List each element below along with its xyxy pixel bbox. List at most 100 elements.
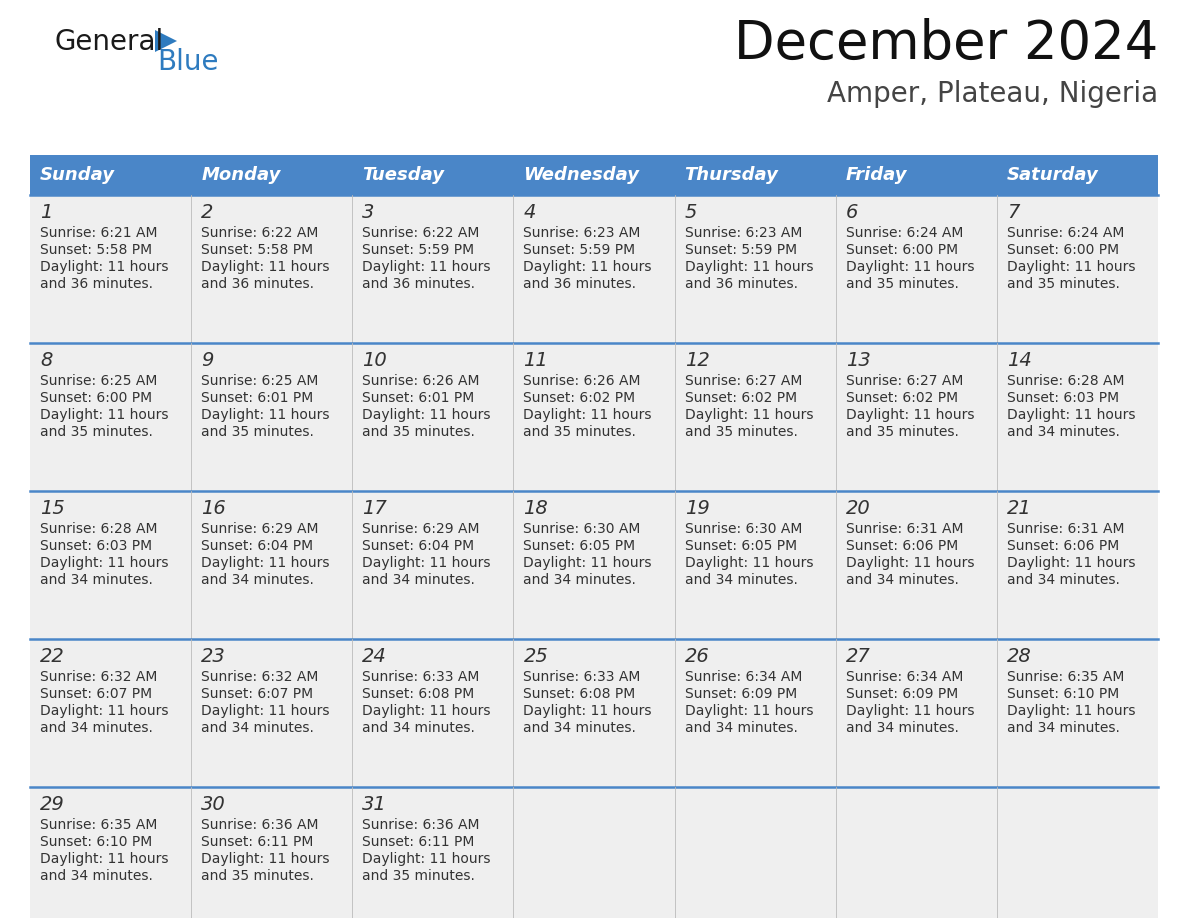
Text: 10: 10: [362, 351, 387, 370]
Text: 2: 2: [201, 203, 214, 222]
Text: Sunset: 6:06 PM: Sunset: 6:06 PM: [1007, 539, 1119, 553]
Text: 3: 3: [362, 203, 374, 222]
Text: Daylight: 11 hours: Daylight: 11 hours: [846, 408, 974, 422]
Text: Daylight: 11 hours: Daylight: 11 hours: [362, 260, 491, 274]
Text: Sunrise: 6:29 AM: Sunrise: 6:29 AM: [362, 522, 480, 536]
Text: 25: 25: [524, 647, 548, 666]
Text: 16: 16: [201, 499, 226, 518]
Polygon shape: [154, 30, 177, 52]
Text: 13: 13: [846, 351, 871, 370]
Text: Sunset: 6:07 PM: Sunset: 6:07 PM: [40, 687, 152, 701]
Text: Sunrise: 6:27 AM: Sunrise: 6:27 AM: [846, 374, 963, 388]
Text: and 35 minutes.: and 35 minutes.: [846, 277, 959, 291]
Text: 18: 18: [524, 499, 548, 518]
Text: Daylight: 11 hours: Daylight: 11 hours: [846, 556, 974, 570]
Text: and 34 minutes.: and 34 minutes.: [201, 573, 314, 587]
Text: Daylight: 11 hours: Daylight: 11 hours: [524, 260, 652, 274]
Text: 15: 15: [40, 499, 65, 518]
Text: and 36 minutes.: and 36 minutes.: [362, 277, 475, 291]
Text: 5: 5: [684, 203, 697, 222]
Text: and 35 minutes.: and 35 minutes.: [524, 425, 637, 439]
Text: 24: 24: [362, 647, 387, 666]
Text: Sunset: 6:03 PM: Sunset: 6:03 PM: [40, 539, 152, 553]
Text: Sunset: 6:03 PM: Sunset: 6:03 PM: [1007, 391, 1119, 405]
Text: Daylight: 11 hours: Daylight: 11 hours: [684, 556, 813, 570]
Text: Sunrise: 6:30 AM: Sunrise: 6:30 AM: [524, 522, 640, 536]
Text: Blue: Blue: [157, 48, 219, 76]
Text: Sunrise: 6:35 AM: Sunrise: 6:35 AM: [40, 818, 157, 832]
Text: Sunrise: 6:22 AM: Sunrise: 6:22 AM: [362, 226, 480, 240]
Text: Sunset: 6:10 PM: Sunset: 6:10 PM: [40, 835, 152, 849]
Text: Daylight: 11 hours: Daylight: 11 hours: [201, 408, 329, 422]
Text: Sunrise: 6:32 AM: Sunrise: 6:32 AM: [201, 670, 318, 684]
Text: Sunrise: 6:32 AM: Sunrise: 6:32 AM: [40, 670, 157, 684]
Text: and 34 minutes.: and 34 minutes.: [40, 869, 153, 883]
Text: Wednesday: Wednesday: [524, 166, 639, 184]
Text: Sunset: 6:07 PM: Sunset: 6:07 PM: [201, 687, 314, 701]
Text: and 34 minutes.: and 34 minutes.: [524, 721, 637, 735]
Text: Sunset: 6:02 PM: Sunset: 6:02 PM: [846, 391, 958, 405]
Text: 7: 7: [1007, 203, 1019, 222]
Text: December 2024: December 2024: [734, 18, 1158, 70]
Text: Sunset: 6:09 PM: Sunset: 6:09 PM: [846, 687, 958, 701]
Text: Daylight: 11 hours: Daylight: 11 hours: [1007, 408, 1136, 422]
Text: and 36 minutes.: and 36 minutes.: [524, 277, 637, 291]
Text: Daylight: 11 hours: Daylight: 11 hours: [40, 852, 169, 866]
Bar: [30, 491, 1158, 639]
Text: Sunrise: 6:27 AM: Sunrise: 6:27 AM: [684, 374, 802, 388]
Text: Sunset: 5:58 PM: Sunset: 5:58 PM: [201, 243, 314, 257]
Text: Daylight: 11 hours: Daylight: 11 hours: [201, 852, 329, 866]
Bar: [30, 195, 1158, 343]
Text: and 35 minutes.: and 35 minutes.: [40, 425, 153, 439]
Bar: [30, 343, 1158, 491]
Text: and 34 minutes.: and 34 minutes.: [201, 721, 314, 735]
Text: and 36 minutes.: and 36 minutes.: [40, 277, 153, 291]
Text: 26: 26: [684, 647, 709, 666]
Text: 30: 30: [201, 795, 226, 814]
Text: Daylight: 11 hours: Daylight: 11 hours: [524, 704, 652, 718]
Text: Sunrise: 6:31 AM: Sunrise: 6:31 AM: [1007, 522, 1124, 536]
Text: and 34 minutes.: and 34 minutes.: [524, 573, 637, 587]
Text: Daylight: 11 hours: Daylight: 11 hours: [362, 852, 491, 866]
Text: Sunset: 6:11 PM: Sunset: 6:11 PM: [201, 835, 314, 849]
Text: Daylight: 11 hours: Daylight: 11 hours: [1007, 556, 1136, 570]
Text: Sunset: 6:01 PM: Sunset: 6:01 PM: [362, 391, 474, 405]
Text: Sunset: 5:59 PM: Sunset: 5:59 PM: [524, 243, 636, 257]
Text: Sunrise: 6:36 AM: Sunrise: 6:36 AM: [362, 818, 480, 832]
Text: and 34 minutes.: and 34 minutes.: [362, 721, 475, 735]
Text: Sunset: 6:09 PM: Sunset: 6:09 PM: [684, 687, 797, 701]
Text: Sunset: 6:01 PM: Sunset: 6:01 PM: [201, 391, 314, 405]
Text: Sunset: 5:58 PM: Sunset: 5:58 PM: [40, 243, 152, 257]
Text: Sunset: 6:06 PM: Sunset: 6:06 PM: [846, 539, 958, 553]
Text: 14: 14: [1007, 351, 1031, 370]
Text: and 34 minutes.: and 34 minutes.: [1007, 721, 1120, 735]
Text: 22: 22: [40, 647, 65, 666]
Text: Daylight: 11 hours: Daylight: 11 hours: [201, 704, 329, 718]
Text: and 34 minutes.: and 34 minutes.: [846, 721, 959, 735]
Text: Sunrise: 6:34 AM: Sunrise: 6:34 AM: [846, 670, 963, 684]
Text: and 35 minutes.: and 35 minutes.: [201, 869, 314, 883]
Text: Sunrise: 6:36 AM: Sunrise: 6:36 AM: [201, 818, 318, 832]
Text: and 35 minutes.: and 35 minutes.: [362, 425, 475, 439]
Text: Daylight: 11 hours: Daylight: 11 hours: [846, 260, 974, 274]
Text: and 34 minutes.: and 34 minutes.: [1007, 573, 1120, 587]
Text: Sunrise: 6:26 AM: Sunrise: 6:26 AM: [524, 374, 642, 388]
Text: 29: 29: [40, 795, 65, 814]
Text: Daylight: 11 hours: Daylight: 11 hours: [684, 260, 813, 274]
Text: Sunset: 6:05 PM: Sunset: 6:05 PM: [684, 539, 797, 553]
Text: Sunrise: 6:28 AM: Sunrise: 6:28 AM: [40, 522, 158, 536]
Text: and 34 minutes.: and 34 minutes.: [40, 573, 153, 587]
Bar: [30, 639, 1158, 787]
Text: Sunrise: 6:35 AM: Sunrise: 6:35 AM: [1007, 670, 1124, 684]
Text: Sunset: 6:04 PM: Sunset: 6:04 PM: [201, 539, 314, 553]
Text: 9: 9: [201, 351, 214, 370]
Text: and 34 minutes.: and 34 minutes.: [684, 573, 797, 587]
Text: Sunset: 6:00 PM: Sunset: 6:00 PM: [1007, 243, 1119, 257]
Text: Sunrise: 6:25 AM: Sunrise: 6:25 AM: [40, 374, 157, 388]
Text: Sunset: 5:59 PM: Sunset: 5:59 PM: [684, 243, 797, 257]
Bar: [30, 155, 1158, 195]
Text: and 34 minutes.: and 34 minutes.: [846, 573, 959, 587]
Text: Sunrise: 6:26 AM: Sunrise: 6:26 AM: [362, 374, 480, 388]
Text: Daylight: 11 hours: Daylight: 11 hours: [1007, 260, 1136, 274]
Text: Sunrise: 6:33 AM: Sunrise: 6:33 AM: [362, 670, 480, 684]
